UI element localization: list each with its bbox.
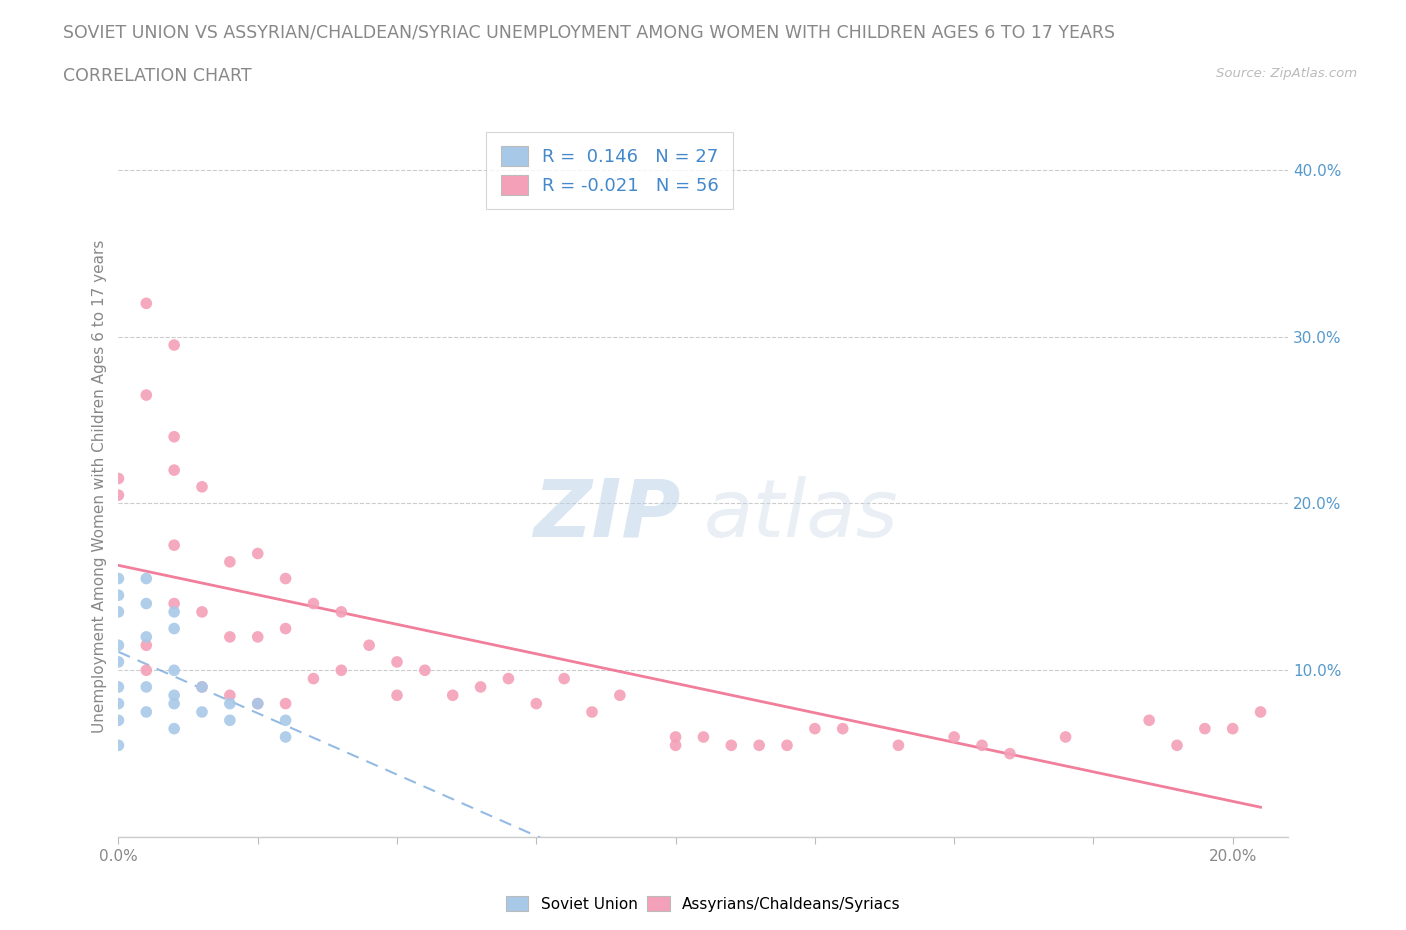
Point [135, 705, 157, 720]
Text: atlas: atlas [703, 476, 898, 553]
Point [218, 697, 240, 711]
Point [107, 737, 129, 752]
Point [163, 721, 186, 736]
Point [163, 463, 186, 478]
Point [274, 729, 297, 744]
Point [1222, 721, 1244, 736]
Point [107, 655, 129, 670]
Point [553, 671, 575, 686]
Point [274, 571, 297, 586]
Point [943, 729, 966, 744]
Text: Source: ZipAtlas.com: Source: ZipAtlas.com [1216, 67, 1357, 80]
Point [135, 663, 157, 678]
Legend: Soviet Union, Assyrians/Chaldeans/Syriacs: Soviet Union, Assyrians/Chaldeans/Syriac… [499, 889, 907, 918]
Point [302, 596, 325, 611]
Point [107, 713, 129, 728]
Point [776, 737, 799, 752]
Point [107, 471, 129, 485]
Point [1194, 721, 1216, 736]
Point [302, 671, 325, 686]
Point [498, 671, 520, 686]
Point [831, 721, 853, 736]
Point [191, 680, 214, 695]
Point [1137, 713, 1160, 728]
Point [107, 604, 129, 619]
Point [330, 604, 353, 619]
Point [274, 697, 297, 711]
Text: ZIP: ZIP [533, 476, 681, 553]
Point [385, 688, 408, 703]
Point [135, 630, 157, 644]
Point [135, 571, 157, 586]
Point [413, 663, 436, 678]
Point [107, 571, 129, 586]
Point [163, 697, 186, 711]
Point [163, 596, 186, 611]
Point [664, 729, 686, 744]
Point [135, 388, 157, 403]
Point [107, 588, 129, 603]
Point [107, 697, 129, 711]
Point [246, 697, 269, 711]
Point [163, 538, 186, 552]
Point [107, 680, 129, 695]
Point [191, 604, 214, 619]
Point [470, 680, 492, 695]
Point [581, 705, 603, 720]
Point [1166, 737, 1188, 752]
Legend: R =  0.146   N = 27, R = -0.021   N = 56: R = 0.146 N = 27, R = -0.021 N = 56 [486, 131, 734, 209]
Point [163, 338, 186, 352]
Point [385, 655, 408, 670]
Point [246, 546, 269, 561]
Point [664, 737, 686, 752]
Point [135, 596, 157, 611]
Point [970, 737, 993, 752]
Point [163, 604, 186, 619]
Point [887, 737, 910, 752]
Point [163, 430, 186, 445]
Point [330, 663, 353, 678]
Point [274, 621, 297, 636]
Point [359, 638, 381, 653]
Point [1250, 705, 1272, 720]
Point [218, 713, 240, 728]
Point [609, 688, 631, 703]
Point [804, 721, 827, 736]
Point [191, 479, 214, 494]
Point [163, 621, 186, 636]
Point [163, 688, 186, 703]
Point [135, 638, 157, 653]
Point [135, 296, 157, 311]
Point [107, 487, 129, 502]
Point [1054, 729, 1077, 744]
Point [692, 729, 714, 744]
Point [218, 554, 240, 569]
Point [748, 737, 770, 752]
Point [246, 630, 269, 644]
Point [998, 746, 1021, 761]
Point [135, 680, 157, 695]
Text: CORRELATION CHART: CORRELATION CHART [63, 67, 252, 85]
Point [191, 705, 214, 720]
Point [720, 737, 742, 752]
Point [191, 680, 214, 695]
Point [107, 638, 129, 653]
Point [441, 688, 464, 703]
Y-axis label: Unemployment Among Women with Children Ages 6 to 17 years: Unemployment Among Women with Children A… [93, 240, 107, 734]
Point [274, 713, 297, 728]
Point [218, 688, 240, 703]
Point [524, 697, 547, 711]
Point [218, 630, 240, 644]
Point [163, 663, 186, 678]
Text: SOVIET UNION VS ASSYRIAN/CHALDEAN/SYRIAC UNEMPLOYMENT AMONG WOMEN WITH CHILDREN : SOVIET UNION VS ASSYRIAN/CHALDEAN/SYRIAC… [63, 23, 1115, 41]
Point [246, 697, 269, 711]
